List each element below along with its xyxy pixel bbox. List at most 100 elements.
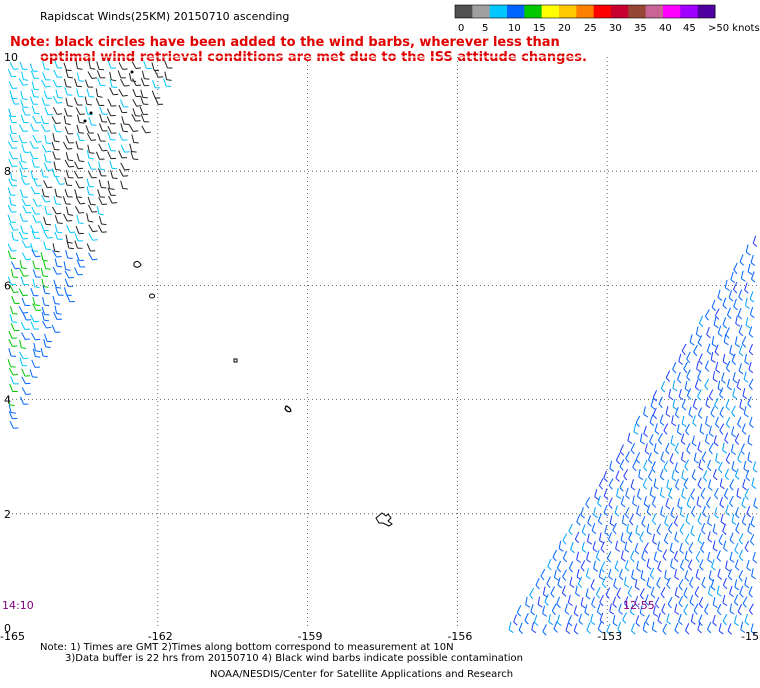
wind-barb: [587, 515, 591, 524]
wind-barb: [742, 387, 746, 396]
wind-barb: [749, 533, 755, 542]
wind-barb: [728, 290, 733, 299]
wind-barb-feather: [56, 312, 62, 315]
wind-barb-feather: [722, 450, 728, 454]
wind-barb: [657, 612, 661, 621]
wind-barb-feather: [603, 495, 609, 500]
wind-barb: [748, 343, 753, 352]
wind-barb-feather: [586, 629, 591, 634]
wind-barb: [737, 603, 743, 612]
wind-barb-feather: [665, 505, 671, 510]
wind-barb-feather: [696, 368, 702, 373]
wind-barb: [52, 243, 56, 252]
wind-barb: [672, 380, 676, 389]
wind-barb-feather: [577, 583, 583, 588]
wind-barb: [625, 487, 629, 496]
wind-barb: [714, 487, 719, 496]
wind-barb: [99, 106, 104, 115]
wind-barb: [20, 114, 25, 123]
wind-barb-feather: [599, 619, 605, 624]
wind-barb-feather: [674, 576, 680, 580]
wind-barb-feather: [735, 343, 740, 348]
wind-barb: [33, 342, 36, 351]
wind-barb: [131, 134, 135, 143]
wind-barb: [665, 498, 669, 506]
wind-barb: [29, 314, 35, 323]
wind-barb-feather: [624, 549, 630, 553]
wind-barb-feather: [752, 559, 758, 564]
wind-barb: [41, 278, 44, 287]
wind-barb: [744, 488, 750, 497]
wind-barb: [117, 70, 122, 79]
wind-barb: [604, 524, 608, 533]
wind-barb: [653, 443, 657, 452]
wind-barb: [699, 423, 703, 432]
wind-barb: [683, 477, 689, 486]
island-outline: [284, 405, 292, 413]
wind-barb-feather: [705, 441, 710, 445]
wind-barb: [723, 334, 727, 343]
wind-barb: [686, 388, 692, 396]
wind-barb-feather: [747, 403, 752, 408]
wind-barb-feather: [599, 539, 604, 544]
wind-barb-feather: [23, 84, 29, 86]
island-outline: [149, 293, 155, 299]
wind-barb-feather: [86, 103, 92, 106]
wind-barb-feather: [697, 484, 702, 489]
wind-barb-feather: [744, 361, 750, 365]
wind-barb-feather: [625, 514, 630, 519]
wind-barb: [674, 568, 677, 577]
wind-barb-feather: [584, 611, 590, 616]
wind-barb-feather: [662, 630, 667, 635]
wind-barb-feather: [623, 475, 628, 481]
wind-barb-feather: [635, 532, 641, 536]
wind-barb: [717, 568, 721, 577]
wind-barb-feather: [737, 315, 743, 320]
wind-barb: [587, 533, 590, 542]
wind-barb: [564, 603, 568, 612]
wind-barb: [8, 159, 13, 167]
wind-barb: [657, 560, 662, 569]
wind-barb: [74, 161, 79, 169]
wind-barb: [95, 97, 100, 106]
wind-barb: [701, 576, 706, 585]
wind-barb: [674, 406, 679, 415]
wind-barb: [86, 213, 89, 222]
wind-barb-feather: [711, 306, 717, 312]
wind-barb: [747, 523, 751, 532]
wind-barb-feather: [552, 556, 557, 562]
wind-barb: [106, 116, 111, 125]
wind-barb-feather: [639, 538, 644, 543]
wind-barb-feather: [540, 575, 545, 581]
contamination-note-line1: Note: black circles have been added to t…: [10, 35, 560, 50]
wind-barb: [21, 252, 27, 260]
wind-barb: [674, 478, 679, 487]
wind-barb-feather: [657, 620, 663, 625]
wind-barb: [692, 398, 697, 407]
wind-barb-feather: [746, 567, 752, 572]
wind-barb: [629, 513, 634, 522]
wind-barb: [666, 577, 671, 586]
wind-barb-feather: [701, 584, 706, 589]
wind-barb-feather: [68, 276, 74, 279]
wind-barb-feather: [715, 424, 720, 429]
wind-barb-feather: [738, 540, 743, 545]
wind-barb: [697, 335, 703, 343]
wind-barb: [151, 62, 155, 71]
wind-barb: [121, 116, 125, 125]
wind-barb: [75, 180, 80, 189]
wind-barb: [88, 224, 94, 232]
wind-barb: [52, 133, 56, 142]
wind-barb: [66, 225, 71, 233]
wind-barb-feather: [21, 175, 28, 178]
wind-barb-feather: [741, 278, 746, 282]
wind-barb-feather: [56, 212, 62, 215]
wind-barb: [593, 560, 596, 569]
wind-barb-feather: [738, 332, 744, 337]
wind-barb-feather: [587, 541, 593, 545]
wind-barb: [724, 279, 728, 288]
wind-barb: [720, 513, 724, 522]
wind-barb: [722, 594, 726, 603]
wind-barb: [8, 108, 12, 117]
wind-barb: [109, 160, 113, 169]
